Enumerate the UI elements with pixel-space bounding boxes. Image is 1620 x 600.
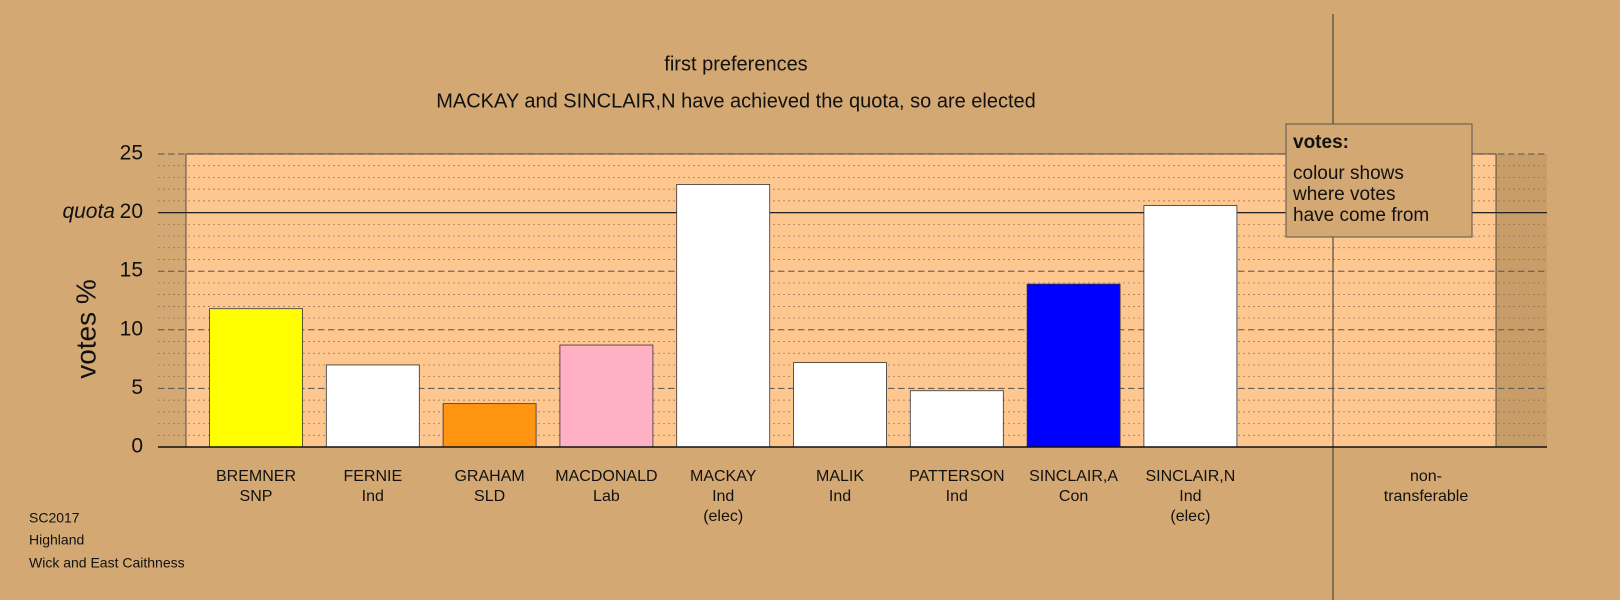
footer-text: Highland (29, 532, 84, 548)
x-tick-label: Ind (362, 488, 384, 505)
x-tick-label: MACKAY (690, 468, 757, 485)
y-tick-label: 20 (120, 200, 143, 223)
y-axis-label: votes % (70, 279, 101, 379)
legend-text: colour shows (1293, 163, 1404, 184)
x-tick-label: Ind (1179, 488, 1201, 505)
x-tick-label: GRAHAM (454, 468, 524, 485)
x-tick-label: Con (1059, 488, 1088, 505)
x-tick-label: SNP (240, 488, 273, 505)
y-tick-label: 0 (131, 435, 143, 458)
legend-text: have come from (1293, 205, 1429, 226)
legend-text: where votes (1292, 184, 1395, 205)
x-tick-label: Ind (829, 488, 851, 505)
x-tick-label: SLD (474, 488, 505, 505)
x-tick-label: Lab (593, 488, 620, 505)
y-tick-label: 5 (131, 376, 143, 399)
chart-title: first preferences (664, 53, 807, 75)
bars (209, 184, 1238, 448)
bar (676, 184, 771, 448)
x-tick-label: transferable (1384, 488, 1469, 505)
legend-title: votes: (1293, 132, 1349, 153)
legend-box (1285, 123, 1473, 238)
bar (793, 362, 887, 448)
x-tick-label: MALIK (816, 468, 864, 485)
bar (1143, 205, 1238, 448)
footer-text: SC2017 (29, 510, 80, 526)
legend: votes: colour shows where votes have com… (1285, 123, 1473, 238)
x-tick-label: PATTERSON (909, 468, 1004, 485)
bar (559, 344, 654, 448)
y-tick-label: 25 (120, 142, 143, 165)
bar (209, 308, 303, 448)
chart-subtitle: MACKAY and SINCLAIR,N have achieved the … (436, 90, 1036, 112)
x-tick-label: MACDONALD (555, 468, 657, 485)
x-tick-label: SINCLAIR,N (1146, 468, 1236, 485)
bar (909, 390, 1004, 448)
x-tick-label: non- (1410, 468, 1442, 485)
bar (325, 364, 420, 448)
y-tick-label: 10 (120, 317, 143, 340)
plot-margin (1496, 154, 1547, 447)
x-tick-label: (elec) (1170, 508, 1210, 525)
footer-text: Wick and East Caithness (29, 555, 185, 571)
y-tick-label: 15 (120, 259, 143, 282)
bar (1026, 283, 1121, 448)
quota-label: quota (62, 200, 115, 223)
x-tick-label: (elec) (703, 508, 743, 525)
x-tick-label: FERNIE (343, 468, 402, 485)
bar (442, 403, 537, 448)
x-tick-label: SINCLAIR,A (1029, 468, 1118, 485)
x-tick-label: Ind (712, 488, 734, 505)
x-tick-label: BREMNER (216, 468, 296, 485)
x-tick-label: Ind (946, 488, 968, 505)
